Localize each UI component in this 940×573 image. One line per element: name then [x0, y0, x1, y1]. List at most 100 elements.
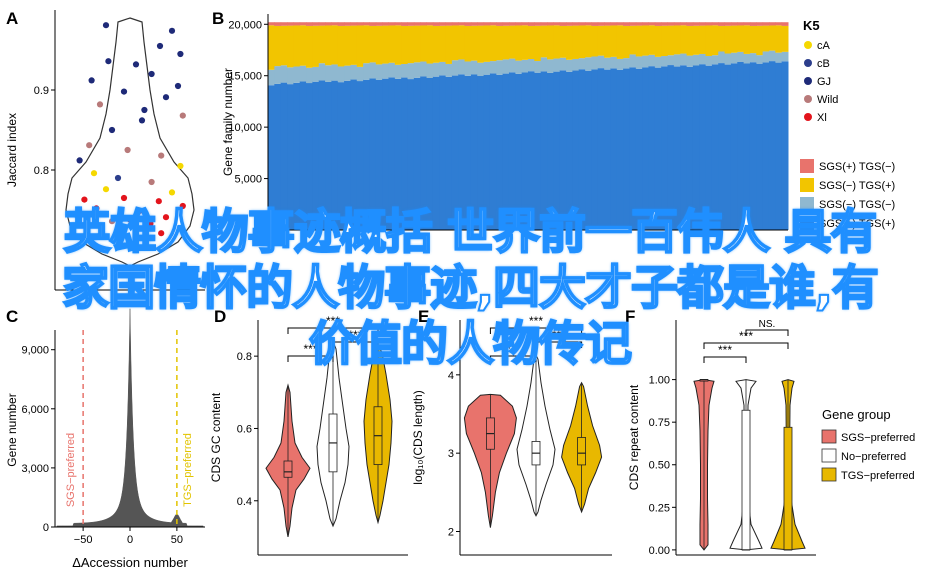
b-bar-sgs-plus-tgs-minus	[458, 22, 466, 26]
f-legend-label: TGS−preferred	[841, 470, 915, 482]
b-bar-sgs-plus-tgs-minus	[616, 22, 624, 26]
a-point-gj	[177, 50, 184, 58]
b-bar-sgs-plus-tgs-minus	[496, 22, 504, 26]
b-bar-sgs-minus-tgs-minus	[477, 62, 485, 77]
b-bar-sgs-plus-tgs-minus	[680, 22, 688, 26]
b-bar-sgs-plus-tgs-plus	[547, 72, 554, 230]
a-point-gj	[138, 117, 146, 124]
b-bar-sgs-minus-tgs-plus	[642, 25, 649, 56]
chart-f-ylabel: CDS repeat content	[627, 384, 641, 490]
b-bar-sgs-plus-tgs-plus	[718, 63, 726, 231]
b-bar-sgs-plus-tgs-plus	[642, 67, 649, 230]
b-bar-sgs-minus-tgs-plus	[451, 25, 459, 61]
chart-f-sig-bracket	[745, 329, 789, 336]
b-bar-sgs-plus-tgs-minus	[363, 22, 370, 26]
chart-f-ytick-label: 0.75	[649, 417, 670, 429]
b-bar-sgs-plus-tgs-plus	[730, 63, 738, 230]
a-point-xl	[93, 205, 100, 212]
a-point-xl	[162, 214, 170, 221]
b-bar-sgs-plus-tgs-plus	[667, 65, 675, 230]
b-bar-sgs-plus-tgs-plus	[654, 67, 662, 230]
a-point-wild	[124, 146, 131, 154]
b-bar-sgs-minus-tgs-plus	[299, 25, 307, 66]
b-legend-sgs-label: SGS(−) TGS(−)	[819, 199, 895, 211]
b-bar-sgs-minus-tgs-minus	[559, 57, 567, 71]
b-bar-sgs-minus-tgs-minus	[312, 66, 320, 82]
b-bar-sgs-minus-tgs-minus	[382, 63, 389, 79]
b-bar-sgs-minus-tgs-plus	[711, 25, 719, 56]
b-legend-k5-label: GJ	[817, 76, 831, 88]
b-bar-sgs-plus-tgs-minus	[274, 22, 282, 26]
a-point-ca	[90, 170, 98, 177]
b-bar-sgs-plus-tgs-plus	[635, 68, 643, 231]
b-bar-sgs-plus-tgs-plus	[749, 62, 757, 231]
b-bar-sgs-minus-tgs-minus	[350, 64, 358, 80]
b-bar-sgs-minus-tgs-plus	[699, 25, 707, 54]
panel-label-e: E	[418, 307, 429, 326]
b-bar-sgs-plus-tgs-minus	[737, 22, 745, 26]
b-bar-sgs-minus-tgs-minus	[585, 57, 592, 71]
a-point-xl	[134, 235, 141, 242]
a-point-gj	[132, 61, 140, 68]
b-legend-k5-dot	[804, 77, 812, 85]
chart-d-ytick-label: 0.8	[237, 351, 252, 363]
a-point-xl	[136, 207, 143, 214]
b-bar-sgs-plus-tgs-minus	[477, 22, 485, 26]
b-bar-sgs-minus-tgs-minus	[591, 56, 599, 70]
b-bar-sgs-plus-tgs-minus	[749, 22, 757, 26]
b-bar-sgs-plus-tgs-plus	[699, 64, 707, 230]
b-bar-sgs-plus-tgs-minus	[699, 22, 707, 26]
b-bar-sgs-plus-tgs-minus	[502, 22, 510, 26]
b-bar-sgs-minus-tgs-plus	[363, 25, 370, 64]
b-bar-sgs-plus-tgs-plus	[724, 64, 732, 230]
b-bar-sgs-minus-tgs-plus	[401, 25, 409, 65]
a-point-cb	[96, 232, 104, 239]
b-bar-sgs-plus-tgs-plus	[445, 76, 453, 231]
b-bar-sgs-minus-tgs-plus	[692, 25, 700, 55]
b-bar-sgs-plus-tgs-plus	[623, 68, 630, 230]
b-bar-sgs-minus-tgs-minus	[464, 61, 472, 76]
b-bar-sgs-plus-tgs-plus	[426, 77, 434, 230]
chart-d-ytick-label: 0.4	[237, 496, 252, 508]
b-bar-sgs-minus-tgs-plus	[686, 25, 694, 56]
b-bar-sgs-plus-tgs-plus	[534, 72, 542, 230]
b-bar-sgs-plus-tgs-minus	[432, 22, 440, 26]
a-point-wild	[86, 142, 93, 149]
b-bar-sgs-minus-tgs-minus	[388, 62, 396, 78]
b-bar-sgs-minus-tgs-plus	[382, 25, 389, 64]
b-bar-sgs-plus-tgs-minus	[667, 22, 675, 26]
b-bar-sgs-minus-tgs-minus	[756, 55, 764, 64]
b-bar-sgs-minus-tgs-plus	[483, 25, 491, 62]
b-bar-sgs-minus-tgs-plus	[280, 25, 288, 66]
b-bar-sgs-minus-tgs-plus	[616, 25, 624, 59]
b-bar-sgs-minus-tgs-plus	[344, 25, 351, 66]
chart-f-box-1	[741, 409, 751, 551]
b-bar-sgs-plus-tgs-plus	[540, 71, 548, 231]
a-point-wild	[108, 218, 116, 225]
a-point-gj	[148, 70, 155, 78]
b-bar-sgs-minus-tgs-minus	[337, 66, 345, 83]
b-bar-sgs-minus-tgs-minus	[344, 65, 351, 81]
b-bar-sgs-minus-tgs-minus	[508, 58, 516, 73]
b-bar-sgs-minus-tgs-minus	[635, 56, 643, 69]
b-legend-k5-label: Wild	[817, 94, 838, 106]
b-bar-sgs-plus-tgs-plus	[566, 71, 573, 230]
a-point-gj	[174, 82, 182, 90]
b-bar-sgs-minus-tgs-minus	[540, 57, 548, 72]
b-bar-sgs-plus-tgs-plus	[350, 79, 358, 231]
b-bar-sgs-plus-tgs-minus	[673, 22, 681, 26]
b-bar-sgs-plus-tgs-minus	[464, 22, 472, 26]
b-bar-sgs-plus-tgs-minus	[686, 22, 694, 26]
b-bar-sgs-plus-tgs-minus	[540, 22, 548, 26]
b-bar-sgs-plus-tgs-minus	[312, 22, 320, 26]
a-point-gj	[108, 126, 116, 134]
b-bar-sgs-plus-tgs-plus	[268, 85, 275, 230]
b-bar-sgs-plus-tgs-minus	[401, 22, 409, 26]
a-point-wild	[148, 178, 155, 186]
b-bar-sgs-plus-tgs-minus	[489, 22, 497, 26]
chart-d-sig-label: ***	[348, 328, 362, 342]
b-bar-sgs-minus-tgs-minus	[730, 52, 738, 64]
chart-e-sig-bracket	[535, 341, 583, 348]
f-legend-label: SGS−preferred	[841, 432, 915, 444]
b-bar-sgs-plus-tgs-plus	[413, 77, 421, 231]
